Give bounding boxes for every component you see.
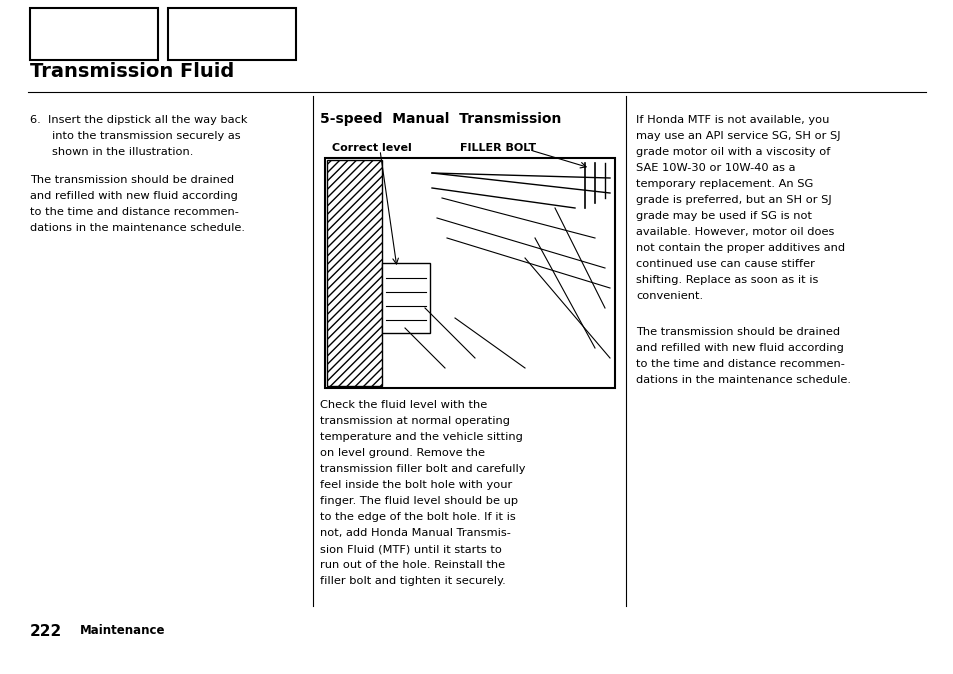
Text: to the edge of the bolt hole. If it is: to the edge of the bolt hole. If it is — [319, 512, 516, 522]
Text: shown in the illustration.: shown in the illustration. — [52, 147, 193, 157]
Bar — [381, 263, 430, 333]
Bar — [30, 8, 158, 60]
Bar — [168, 8, 295, 60]
Text: The transmission should be drained: The transmission should be drained — [636, 327, 840, 337]
Text: grade is preferred, but an SH or SJ: grade is preferred, but an SH or SJ — [636, 195, 831, 205]
Text: continued use can cause stiffer: continued use can cause stiffer — [636, 259, 814, 269]
Text: The transmission should be drained: The transmission should be drained — [30, 175, 233, 185]
Text: available. However, motor oil does: available. However, motor oil does — [636, 227, 834, 237]
Bar — [325, 158, 615, 388]
Text: and refilled with new fluid according: and refilled with new fluid according — [30, 191, 237, 201]
Text: shifting. Replace as soon as it is: shifting. Replace as soon as it is — [636, 275, 818, 285]
Bar — [327, 160, 381, 386]
Text: dations in the maintenance schedule.: dations in the maintenance schedule. — [30, 223, 245, 233]
Text: transmission filler bolt and carefully: transmission filler bolt and carefully — [319, 464, 525, 474]
Text: finger. The fluid level should be up: finger. The fluid level should be up — [319, 496, 517, 506]
Text: not contain the proper additives and: not contain the proper additives and — [636, 243, 844, 253]
Text: convenient.: convenient. — [636, 291, 702, 301]
Text: 222: 222 — [30, 624, 62, 639]
Text: grade motor oil with a viscosity of: grade motor oil with a viscosity of — [636, 147, 829, 157]
Text: to the time and distance recommen-: to the time and distance recommen- — [30, 207, 238, 217]
Text: 5-speed  Manual  Transmission: 5-speed Manual Transmission — [319, 112, 560, 126]
Text: temporary replacement. An SG: temporary replacement. An SG — [636, 179, 812, 189]
Text: 6.  Insert the dipstick all the way back: 6. Insert the dipstick all the way back — [30, 115, 247, 125]
Text: on level ground. Remove the: on level ground. Remove the — [319, 448, 484, 458]
Text: Check the fluid level with the: Check the fluid level with the — [319, 400, 487, 410]
Text: run out of the hole. Reinstall the: run out of the hole. Reinstall the — [319, 560, 504, 570]
Text: may use an API service SG, SH or SJ: may use an API service SG, SH or SJ — [636, 131, 840, 141]
Text: to the time and distance recommen-: to the time and distance recommen- — [636, 359, 844, 369]
Text: If Honda MTF is not available, you: If Honda MTF is not available, you — [636, 115, 828, 125]
Text: FILLER BOLT: FILLER BOLT — [459, 143, 536, 153]
Text: grade may be used if SG is not: grade may be used if SG is not — [636, 211, 811, 221]
Text: not, add Honda Manual Transmis-: not, add Honda Manual Transmis- — [319, 528, 511, 538]
Text: temperature and the vehicle sitting: temperature and the vehicle sitting — [319, 432, 522, 442]
Text: and refilled with new fluid according: and refilled with new fluid according — [636, 343, 843, 353]
Text: sion Fluid (MTF) until it starts to: sion Fluid (MTF) until it starts to — [319, 544, 501, 554]
Text: filler bolt and tighten it securely.: filler bolt and tighten it securely. — [319, 576, 505, 586]
Text: feel inside the bolt hole with your: feel inside the bolt hole with your — [319, 480, 512, 490]
Text: into the transmission securely as: into the transmission securely as — [52, 131, 240, 141]
Text: transmission at normal operating: transmission at normal operating — [319, 416, 510, 426]
Text: Correct level: Correct level — [332, 143, 412, 153]
Text: dations in the maintenance schedule.: dations in the maintenance schedule. — [636, 375, 850, 385]
Text: SAE 10W-30 or 10W-40 as a: SAE 10W-30 or 10W-40 as a — [636, 163, 795, 173]
Text: Transmission Fluid: Transmission Fluid — [30, 62, 234, 81]
Text: Maintenance: Maintenance — [80, 624, 165, 637]
